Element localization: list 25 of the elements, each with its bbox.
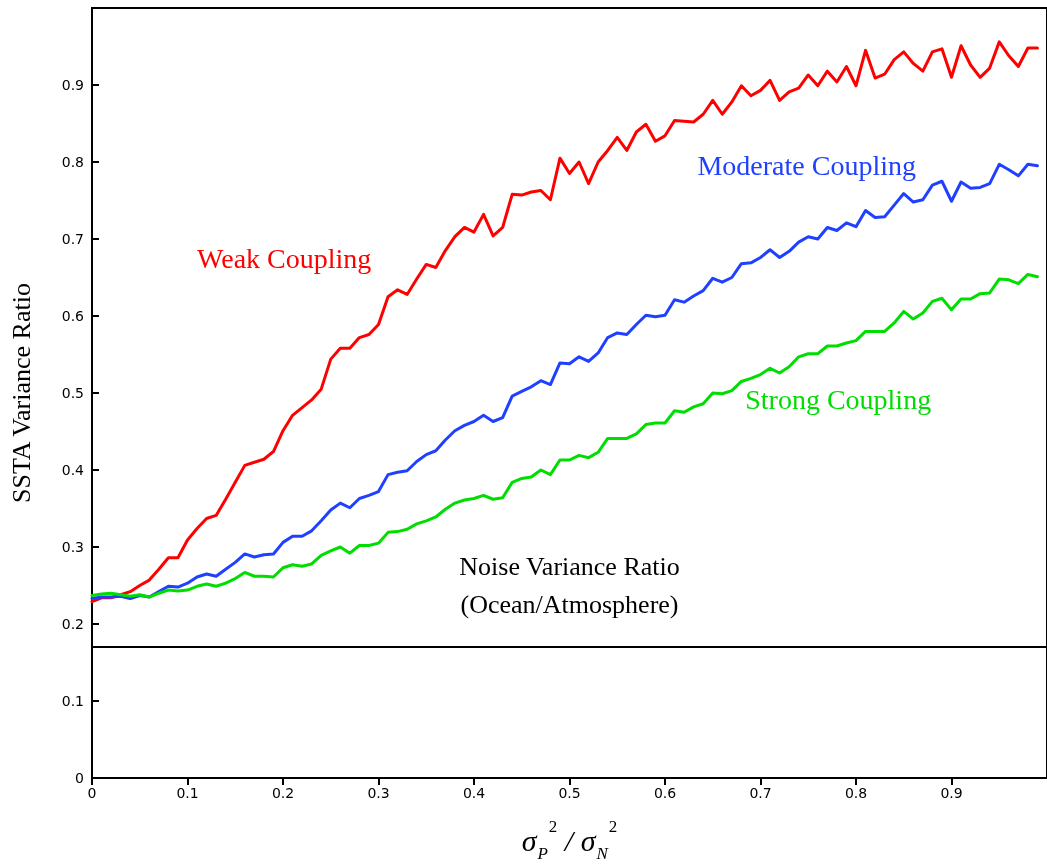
x-tick-label: 0.3 xyxy=(367,785,390,801)
y-axis-title: SSTA Variance Ratio xyxy=(6,283,36,503)
x-tick-label: 0.5 xyxy=(558,785,581,801)
y-tick-label: 0.4 xyxy=(61,462,85,478)
y-tick-label: 0 xyxy=(75,770,84,786)
y-tick-label: 0.7 xyxy=(61,231,84,247)
series-label: Moderate Coupling xyxy=(697,150,916,182)
y-tick-label: 0.8 xyxy=(61,154,84,170)
y-tick-label: 0.9 xyxy=(61,77,84,93)
x-tick-label: 0.1 xyxy=(176,785,199,801)
x-tick-label: 0.6 xyxy=(653,785,677,801)
series-label: Weak Coupling xyxy=(197,242,372,274)
x-tick-label: 0.2 xyxy=(271,785,295,801)
ref-line-label: Noise Variance Ratio (Ocean/Atmosphere) xyxy=(459,551,680,619)
y-tick-label: 0.6 xyxy=(61,308,85,324)
x-tick-label: 0.9 xyxy=(940,785,963,801)
x-tick-label: 0.7 xyxy=(749,785,772,801)
series-label: Strong Coupling xyxy=(745,384,932,416)
y-tick-label: 0.1 xyxy=(61,693,84,709)
y-tick-label: 0.2 xyxy=(61,616,84,632)
x-tick-label: 0.8 xyxy=(844,785,868,801)
y-tick-label: 0.3 xyxy=(61,539,84,555)
x-tick-label: 0.4 xyxy=(462,785,486,801)
y-tick-label: 0.5 xyxy=(61,385,84,401)
x-tick-label: 0 xyxy=(87,785,97,801)
